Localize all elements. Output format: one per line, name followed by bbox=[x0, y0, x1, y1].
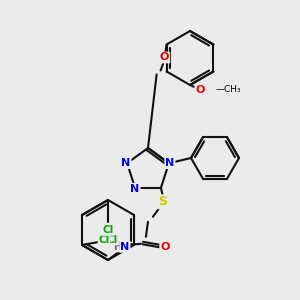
Text: N: N bbox=[122, 158, 131, 168]
Text: N: N bbox=[130, 184, 140, 194]
Text: Cl: Cl bbox=[98, 235, 110, 244]
Text: O: O bbox=[160, 242, 170, 252]
Text: —CH₃: —CH₃ bbox=[216, 85, 242, 94]
Text: N: N bbox=[165, 158, 175, 168]
Text: H: H bbox=[113, 242, 121, 252]
Text: N: N bbox=[120, 242, 130, 252]
Text: O: O bbox=[160, 52, 169, 62]
Text: Cl: Cl bbox=[106, 235, 118, 244]
Text: S: S bbox=[158, 195, 167, 208]
Text: Cl: Cl bbox=[102, 225, 114, 235]
Text: O: O bbox=[195, 85, 205, 95]
